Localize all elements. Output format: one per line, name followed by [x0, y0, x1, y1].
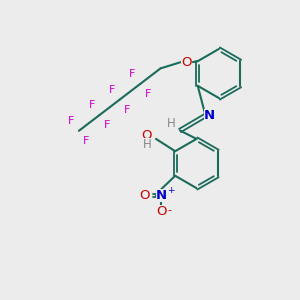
- Text: -: -: [168, 205, 172, 215]
- Text: F: F: [88, 100, 95, 110]
- Text: H: H: [167, 117, 176, 130]
- Text: F: F: [68, 116, 74, 126]
- Text: O: O: [181, 56, 192, 69]
- Text: +: +: [167, 186, 174, 195]
- Text: H: H: [142, 138, 152, 152]
- Text: N: N: [204, 109, 215, 122]
- Text: F: F: [124, 105, 130, 115]
- Text: F: F: [145, 89, 151, 99]
- Text: O: O: [156, 205, 167, 218]
- Text: F: F: [104, 120, 110, 130]
- Text: N: N: [156, 189, 167, 202]
- Text: F: F: [83, 136, 90, 146]
- Text: F: F: [109, 85, 115, 94]
- Text: F: F: [129, 69, 136, 79]
- Text: O: O: [142, 129, 152, 142]
- Text: O: O: [140, 189, 150, 202]
